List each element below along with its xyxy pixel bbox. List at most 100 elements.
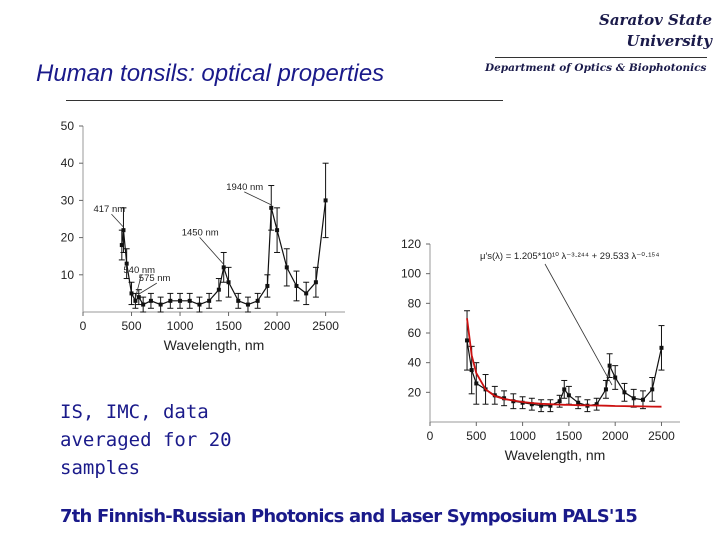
data-note-line3: samples [60, 457, 141, 479]
y-tick-label: 60 [408, 326, 422, 340]
data-point [221, 265, 226, 270]
peak-annotation: 1450 nm [182, 227, 219, 238]
data-point [607, 363, 612, 368]
data-point [187, 298, 192, 303]
data-point [245, 302, 250, 307]
peak-annotation: 417 nm [93, 204, 125, 215]
chart-absorption: 0 500 1000 1500 2000 2500 10 20 30 40 50 Wavelength… [61, 119, 345, 353]
x-tick-label: 1000 [509, 429, 536, 443]
x-tick-label: 2000 [602, 429, 629, 443]
footer-conference: 7th Finnish-Russian Photonics and Laser … [60, 506, 638, 527]
header-divider [495, 57, 707, 58]
university-line1: Saratov State [599, 11, 712, 29]
data-point [313, 280, 318, 285]
data-point [622, 390, 627, 395]
y-tick-label: 120 [401, 237, 421, 251]
fit-equation: μ′s(λ) = 1.205*10¹⁰ λ⁻³·²⁴⁴ + 29.533 λ⁻⁰… [480, 251, 659, 262]
peak-annotation: 1940 nm [226, 182, 263, 193]
data-point [136, 295, 141, 300]
x-tick-label: 1000 [167, 319, 194, 333]
data-point [124, 261, 129, 266]
data-point [284, 265, 289, 270]
x-tick-label: 1500 [556, 429, 583, 443]
data-point [255, 298, 260, 303]
annotation-leader [199, 237, 225, 265]
data-point [148, 298, 153, 303]
chart-scattering: 0 500 1000 1500 2000 2500 20 40 60 80 100 120 Wavele… [401, 237, 680, 463]
x-axis-label: Wavelength, nm [164, 337, 265, 353]
annotation-leader [135, 274, 142, 298]
data-point [236, 298, 241, 303]
y-tick-label: 50 [61, 119, 75, 133]
x-tick-label: 500 [466, 429, 486, 443]
x-tick-label: 500 [122, 319, 142, 333]
y-tick-label: 100 [401, 267, 421, 281]
data-note-line2: averaged for 20 [60, 429, 232, 451]
slide-title: Human tonsils: optical properties [36, 60, 385, 87]
x-tick-label: 2500 [648, 429, 675, 443]
data-point [566, 393, 571, 398]
data-point [141, 302, 146, 307]
y-tick-label: 20 [61, 231, 75, 245]
data-point [323, 198, 328, 203]
title-underline [66, 100, 503, 101]
data-point [197, 302, 202, 307]
department-name: Department of Optics & Biophotonics [485, 62, 707, 74]
annotation-leader [138, 282, 158, 295]
data-point [613, 375, 618, 380]
fit-curve [466, 318, 662, 408]
data-point [474, 381, 479, 386]
data-point [129, 291, 134, 296]
data-point [226, 280, 231, 285]
data-point [631, 396, 636, 401]
data-point [133, 298, 138, 303]
x-tick-label: 2000 [264, 319, 291, 333]
y-tick-label: 40 [61, 156, 75, 170]
annotation-leader [244, 191, 272, 206]
x-tick-label: 2500 [312, 319, 339, 333]
data-point [158, 302, 163, 307]
university-line2: University [626, 32, 712, 50]
y-tick-label: 20 [408, 385, 422, 399]
data-point [469, 368, 474, 373]
data-note: IS, IMC, data averaged for 20 samples [60, 398, 250, 482]
x-tick-label: 0 [80, 319, 87, 333]
data-point [265, 283, 270, 288]
x-tick-label: 0 [427, 429, 434, 443]
y-tick-label: 30 [61, 193, 75, 207]
data-point [539, 403, 544, 408]
data-point [640, 397, 645, 402]
data-point [557, 399, 562, 404]
annotation-leader [111, 213, 124, 228]
x-tick-label: 1500 [215, 319, 242, 333]
university-name: Saratov State University [599, 10, 712, 52]
data-point [576, 400, 581, 405]
data-point [207, 298, 212, 303]
data-point [529, 402, 534, 407]
y-tick-label: 40 [408, 356, 422, 370]
data-point [594, 402, 599, 407]
data-point [304, 291, 309, 296]
peak-annotation: 575 nm [139, 273, 171, 284]
data-point [275, 228, 280, 233]
data-point [465, 338, 470, 343]
equation-leader [544, 263, 613, 386]
x-axis-label: Wavelength, nm [505, 447, 606, 463]
data-point [269, 205, 274, 210]
data-point [659, 345, 664, 350]
data-point [650, 387, 655, 392]
data-point [294, 283, 299, 288]
data-point [562, 387, 567, 392]
data-note-line1: IS, IMC, data [60, 401, 209, 423]
data-point [121, 228, 126, 233]
data-point [168, 298, 173, 303]
data-point [216, 287, 221, 292]
data-point [119, 243, 124, 248]
data-point [548, 403, 553, 408]
data-point [178, 298, 183, 303]
y-tick-label: 10 [61, 268, 75, 282]
peak-annotation: 540 nm [123, 265, 155, 276]
y-tick-label: 80 [408, 296, 422, 310]
data-point [603, 387, 608, 392]
